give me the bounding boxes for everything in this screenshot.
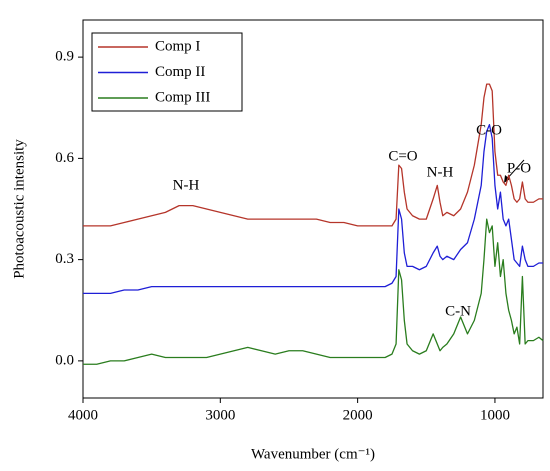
x-tick-label: 1000: [480, 407, 510, 423]
plot-frame: [82, 19, 544, 399]
y-tick-label: 0.9: [55, 49, 74, 65]
y-tick-label: 0.6: [55, 150, 74, 166]
x-tick-label: 2000: [343, 407, 373, 423]
annotation: N-H: [427, 164, 454, 180]
y-axis-label: Photoacoustic intensity: [11, 139, 27, 279]
series-line: [83, 123, 543, 295]
x-tick-label: 3000: [205, 407, 235, 423]
legend-label: Comp II: [155, 64, 205, 80]
annotation: C-N: [445, 303, 471, 319]
annotation: P-O: [507, 160, 531, 176]
y-tick-label: 0.3: [55, 251, 74, 267]
y-tick-label: 0.0: [55, 352, 74, 368]
series-line: [83, 83, 543, 227]
x-axis-label: Wavenumber (cm⁻¹): [251, 446, 375, 462]
annotation: N-H: [173, 177, 200, 193]
x-tick-label: 4000: [68, 407, 98, 423]
series-line: [83, 218, 544, 365]
annotation: C=O: [388, 148, 417, 164]
annotation: C-O: [476, 122, 502, 138]
legend-label: Comp I: [155, 38, 200, 54]
legend-label: Comp III: [155, 89, 210, 105]
